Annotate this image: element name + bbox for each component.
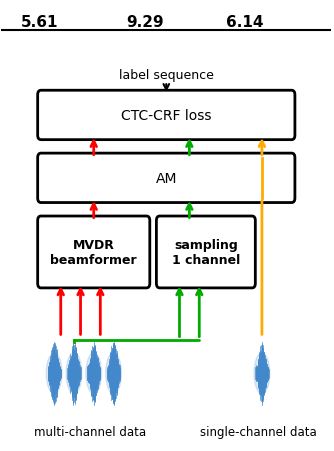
Text: label sequence: label sequence xyxy=(119,69,214,82)
Text: multi-channel data: multi-channel data xyxy=(34,425,147,438)
Text: 9.29: 9.29 xyxy=(127,15,164,30)
Text: CTC-CRF loss: CTC-CRF loss xyxy=(121,109,211,123)
Ellipse shape xyxy=(66,353,82,394)
Ellipse shape xyxy=(46,353,62,394)
FancyBboxPatch shape xyxy=(38,216,150,288)
FancyBboxPatch shape xyxy=(38,91,295,140)
Text: AM: AM xyxy=(156,171,177,185)
Ellipse shape xyxy=(106,353,122,394)
Ellipse shape xyxy=(86,353,102,394)
Text: 5.61: 5.61 xyxy=(21,15,59,30)
Text: single-channel data: single-channel data xyxy=(200,425,317,438)
FancyBboxPatch shape xyxy=(38,154,295,203)
FancyBboxPatch shape xyxy=(156,216,255,288)
Text: sampling
1 channel: sampling 1 channel xyxy=(172,239,240,267)
Text: 6.14: 6.14 xyxy=(226,15,263,30)
Ellipse shape xyxy=(254,353,270,394)
Text: MVDR
beamformer: MVDR beamformer xyxy=(50,239,137,267)
